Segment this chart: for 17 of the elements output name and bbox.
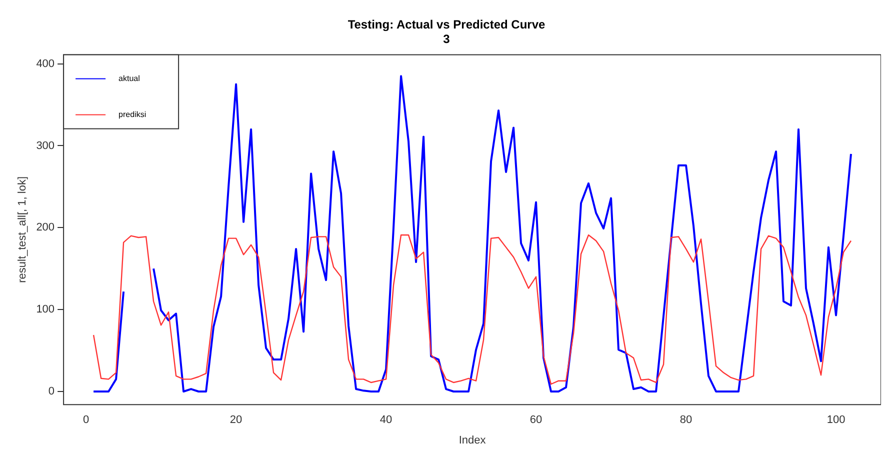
x-tick-label: 100 [826,414,846,426]
y-tick-label: 400 [36,58,55,70]
y-tick-label: 0 [48,386,55,398]
chart-subtitle: 3 [443,32,450,46]
x-axis-title: Index [458,434,486,446]
y-axis-title: result_test_all[, 1, lok] [16,176,29,283]
legend-label: prediksi [118,110,146,120]
y-tick-label: 200 [36,222,55,234]
chart-title: Testing: Actual vs Predicted Curve [348,18,546,32]
x-tick-label: 0 [82,414,90,426]
x-tick-label: 40 [380,414,392,426]
legend-label: aktual [118,74,140,84]
x-tick-label: 20 [230,414,242,426]
x-tick-label: 80 [680,414,692,426]
y-tick-label: 100 [36,304,55,316]
y-tick-label: 300 [36,140,55,152]
x-tick-label: 60 [530,414,542,426]
